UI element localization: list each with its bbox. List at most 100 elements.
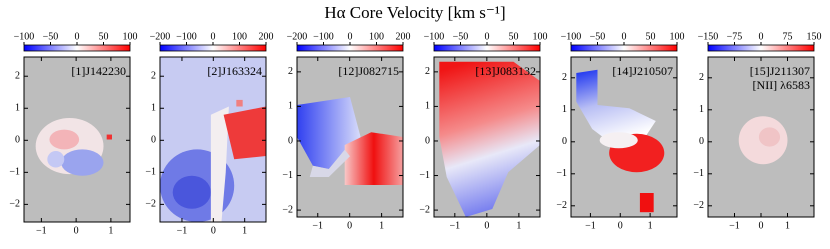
figure-title: Hα Core Velocity [km s⁻¹] <box>324 3 505 22</box>
panel-label: [NII] λ6583 <box>753 78 810 92</box>
colorbar-tick-label: 0 <box>75 31 80 42</box>
colorbar <box>570 44 678 52</box>
colorbar-tick-label: 100 <box>670 31 685 42</box>
y-tick-label: 1 <box>151 103 156 114</box>
y-tick-label: 1 <box>562 104 567 115</box>
map-region <box>236 99 243 107</box>
colorbar-tick-label: 0 <box>622 31 627 42</box>
colorbar-tick-label: 0 <box>485 31 490 42</box>
y-tick-label: 0 <box>562 136 567 147</box>
colorbar-tick-label: 50 <box>509 31 519 42</box>
y-tick-label: −1 <box>419 170 430 181</box>
y-tick-label: 2 <box>425 66 430 77</box>
panel-label: [2]J163324 <box>207 64 262 78</box>
y-tick-label: −2 <box>556 200 567 211</box>
colorbar-tick-label: −200 <box>287 31 308 42</box>
panel: −1 0 1 −2 −1 0 1 2 [14]J210507 −100 −50 0 50 100 <box>556 31 684 231</box>
y-tick-label: 2 <box>151 71 156 82</box>
colorbar-tick-label: 100 <box>369 31 384 42</box>
y-tick-label: −2 <box>145 199 156 210</box>
x-tick-label: 0 <box>347 220 352 231</box>
x-tick-label: 1 <box>516 220 521 231</box>
colorbar-tick-label: 100 <box>533 31 548 42</box>
y-tick-label: −2 <box>419 204 430 215</box>
panel: −1 0 1 −2 −1 0 1 2 [12]J082715 −200 −100 0 100 200 <box>282 31 410 231</box>
map-region <box>576 69 656 145</box>
y-tick-label: −1 <box>145 167 156 178</box>
colorbar <box>159 44 267 52</box>
y-tick-label: 0 <box>151 135 156 146</box>
colorbar-tick-label: −100 <box>14 31 35 42</box>
colorbar-tick-label: −150 <box>698 31 719 42</box>
x-tick-label: 0 <box>759 220 764 231</box>
y-tick-label: 0 <box>425 135 430 146</box>
velocity-map <box>738 116 788 165</box>
map-region <box>172 175 211 209</box>
colorbar-tick-label: −100 <box>424 31 445 42</box>
y-tick-label: 2 <box>562 72 567 83</box>
y-tick-label: −2 <box>9 199 20 210</box>
map-region <box>49 129 80 150</box>
colorbar-tick-label: 0 <box>211 31 216 42</box>
colorbar-tick-label: −100 <box>313 31 334 42</box>
y-tick-label: 0 <box>699 136 704 147</box>
map-region <box>599 132 638 149</box>
y-tick-label: −1 <box>556 168 567 179</box>
colorbar <box>296 44 404 52</box>
colorbar <box>707 44 815 52</box>
colorbar-tick-label: 0 <box>759 31 764 42</box>
y-tick-label: 2 <box>15 71 20 82</box>
panel-label: [14]J210507 <box>612 64 673 78</box>
colorbar-tick-label: −50 <box>43 31 59 42</box>
map-region <box>210 106 229 222</box>
colorbar-tick-label: −100 <box>176 31 197 42</box>
y-tick-label: 1 <box>15 103 20 114</box>
y-tick-label: 0 <box>15 135 20 146</box>
panel: −1 0 1 −2 −1 0 1 2 [13]J083132 −100 −50 0 50 100 <box>419 31 547 231</box>
y-tick-label: 2 <box>699 72 704 83</box>
map-region <box>106 134 112 140</box>
map-region <box>344 132 403 185</box>
colorbar-tick-label: −75 <box>727 31 743 42</box>
panel-label: [15]J211307 <box>750 64 810 78</box>
x-tick-label: 0 <box>211 225 216 236</box>
velocity-map <box>439 61 540 217</box>
x-tick-label: 1 <box>108 225 113 236</box>
velocity-map <box>297 97 403 185</box>
colorbar-tick-label: 75 <box>783 31 793 42</box>
velocity-map <box>160 57 266 222</box>
panel-label: [12]J082715 <box>338 64 399 78</box>
y-tick-label: −2 <box>693 200 704 211</box>
y-tick-label: −1 <box>693 168 704 179</box>
colorbar-tick-label: 100 <box>232 31 247 42</box>
x-tick-label: 1 <box>648 220 653 231</box>
colorbar-tick-label: 50 <box>646 31 656 42</box>
x-tick-label: 0 <box>74 225 79 236</box>
velocity-map <box>576 69 665 213</box>
colorbar-tick-label: −100 <box>561 31 582 42</box>
map-region <box>758 127 781 147</box>
panel-label: [13]J083132 <box>475 64 536 78</box>
map-region <box>61 149 104 176</box>
colorbar-tick-label: 0 <box>348 31 353 42</box>
x-tick-label: −1 <box>449 220 460 231</box>
velocity-map <box>35 118 112 176</box>
x-tick-label: −1 <box>585 220 596 231</box>
map-region <box>47 151 65 168</box>
x-tick-label: −1 <box>312 220 323 231</box>
map-region <box>223 106 266 160</box>
colorbar <box>23 44 131 52</box>
colorbar-tick-label: −50 <box>453 31 469 42</box>
colorbar-tick-label: 50 <box>99 31 109 42</box>
x-tick-label: −1 <box>729 220 740 231</box>
x-tick-label: 0 <box>484 220 489 231</box>
x-tick-label: −1 <box>177 225 188 236</box>
colorbar-tick-label: 100 <box>123 31 138 42</box>
colorbar-tick-label: −50 <box>590 31 606 42</box>
map-region <box>309 149 350 177</box>
x-tick-label: 1 <box>785 220 790 231</box>
panel: −1 0 1 −2 −1 0 1 2 [15]J211307[NII] λ6583 −150 −75… <box>693 31 821 231</box>
panel: −1 0 1 −2 −1 0 1 2 [2]J163324 −200 −100 0 100 200 <box>145 31 273 236</box>
y-tick-label: −1 <box>9 167 20 178</box>
